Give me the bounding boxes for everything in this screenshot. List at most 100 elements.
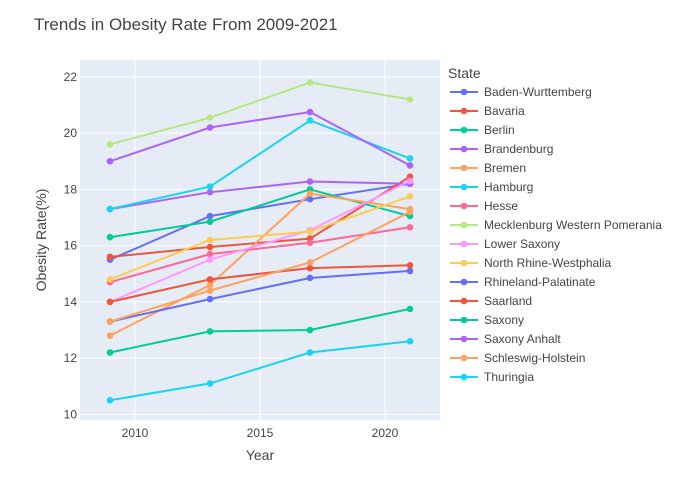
data-point[interactable]	[106, 233, 114, 241]
data-point[interactable]	[406, 96, 414, 103]
data-point[interactable]	[206, 250, 214, 258]
series-line	[109, 175, 411, 258]
y-tick-label: 14	[64, 295, 78, 309]
data-point[interactable]	[106, 397, 114, 404]
legend-swatch-marker	[460, 240, 468, 248]
series-schleswig-holstein	[106, 208, 414, 325]
data-point[interactable]	[306, 326, 314, 334]
data-point[interactable]	[306, 195, 314, 203]
data-point[interactable]	[206, 276, 214, 283]
legend-item[interactable]: Saxony	[450, 313, 524, 327]
legend-item[interactable]: Hesse	[450, 199, 518, 213]
legend-swatch-marker	[460, 335, 468, 343]
y-axis-ticks: 10 12 14 16 18 20 22	[64, 70, 78, 422]
legend-item[interactable]: Schleswig-Holstein	[450, 351, 585, 365]
data-point[interactable]	[206, 256, 214, 263]
data-point[interactable]	[206, 380, 214, 387]
data-point[interactable]	[406, 193, 414, 200]
y-tick-label: 20	[64, 126, 78, 140]
legend-swatch-marker	[460, 164, 468, 172]
data-point[interactable]	[306, 264, 314, 272]
legend-item[interactable]: Saxony Anhalt	[450, 332, 561, 346]
data-point[interactable]	[206, 243, 214, 251]
legend-item[interactable]: Thuringia	[450, 370, 534, 384]
legend-item[interactable]: Rhineland-Palatinate	[450, 275, 596, 289]
legend-label: Rhineland-Palatinate	[484, 275, 596, 289]
x-axis-title: Year	[246, 447, 275, 463]
data-point[interactable]	[206, 281, 214, 289]
data-point[interactable]	[106, 276, 114, 283]
legend-label: Brandenburg	[484, 142, 553, 156]
legend-label: North Rhine-Westphalia	[484, 256, 611, 270]
legend-item[interactable]: Hamburg	[450, 180, 533, 194]
data-point[interactable]	[206, 183, 214, 190]
data-point[interactable]	[306, 228, 314, 235]
data-point[interactable]	[106, 205, 114, 213]
data-point[interactable]	[306, 190, 314, 197]
legend-item[interactable]: Berlin	[450, 123, 515, 137]
data-point[interactable]	[406, 208, 414, 216]
series-line	[109, 110, 411, 167]
x-tick-label: 2015	[247, 426, 274, 440]
legend-label: Lower Saxony	[484, 237, 560, 251]
legend-label: Baden-Wurttemberg	[484, 85, 592, 99]
legend-item[interactable]: Mecklenburg Western Pomerania	[450, 218, 662, 232]
data-point[interactable]	[206, 218, 214, 226]
data-point[interactable]	[206, 295, 214, 303]
y-tick-label: 10	[64, 407, 78, 421]
data-point[interactable]	[206, 188, 214, 196]
data-point[interactable]	[406, 337, 414, 345]
data-point[interactable]	[306, 79, 314, 86]
legend-item[interactable]: Saarland	[450, 294, 532, 308]
legend-label: Berlin	[484, 123, 515, 137]
legend-swatch-marker	[460, 278, 468, 286]
data-point[interactable]	[206, 114, 214, 121]
legend-item[interactable]: Bavaria	[450, 104, 525, 118]
data-point[interactable]	[206, 328, 214, 335]
data-point[interactable]	[406, 262, 414, 269]
x-tick-label: 2010	[122, 426, 149, 440]
legend-item[interactable]: North Rhine-Westphalia	[450, 256, 611, 270]
data-point[interactable]	[306, 117, 314, 124]
data-point[interactable]	[106, 141, 114, 148]
data-point[interactable]	[406, 305, 414, 313]
data-point[interactable]	[406, 155, 414, 162]
data-point[interactable]	[306, 108, 314, 116]
legend-item[interactable]: Baden-Wurttemberg	[450, 85, 592, 99]
data-point[interactable]	[306, 349, 314, 356]
series-line	[109, 269, 411, 323]
legend-label: Hesse	[484, 199, 518, 213]
legend-item[interactable]: Bremen	[450, 161, 526, 175]
data-point[interactable]	[106, 349, 114, 356]
data-point[interactable]	[406, 177, 414, 185]
legend-item[interactable]: Brandenburg	[450, 142, 553, 156]
legend-label: Saarland	[484, 294, 532, 308]
data-point[interactable]	[206, 287, 214, 294]
legend-label: Bremen	[484, 161, 526, 175]
data-point[interactable]	[106, 332, 114, 339]
data-point[interactable]	[106, 318, 114, 325]
data-point[interactable]	[106, 253, 114, 261]
data-point[interactable]	[406, 267, 414, 275]
data-point[interactable]	[306, 178, 314, 185]
data-point[interactable]	[406, 224, 414, 231]
series-line	[109, 226, 411, 284]
legend-item[interactable]: Lower Saxony	[450, 237, 560, 251]
series-line	[109, 307, 411, 354]
series-layer	[106, 79, 414, 404]
series-mecklenburg-western-pomerania	[106, 79, 414, 148]
data-point[interactable]	[106, 298, 114, 306]
data-point[interactable]	[206, 212, 214, 220]
data-point[interactable]	[206, 236, 214, 244]
data-point[interactable]	[406, 162, 414, 169]
data-point[interactable]	[306, 239, 314, 247]
chart-title: Trends in Obesity Rate From 2009-2021	[34, 15, 338, 34]
series-saxony	[106, 305, 414, 356]
data-point[interactable]	[306, 259, 314, 266]
data-point[interactable]	[106, 157, 114, 165]
legend-swatch-marker	[460, 316, 468, 324]
data-point[interactable]	[306, 274, 314, 282]
series-line	[109, 195, 411, 281]
data-point[interactable]	[206, 124, 214, 131]
series-saxony-anhalt	[106, 108, 414, 169]
